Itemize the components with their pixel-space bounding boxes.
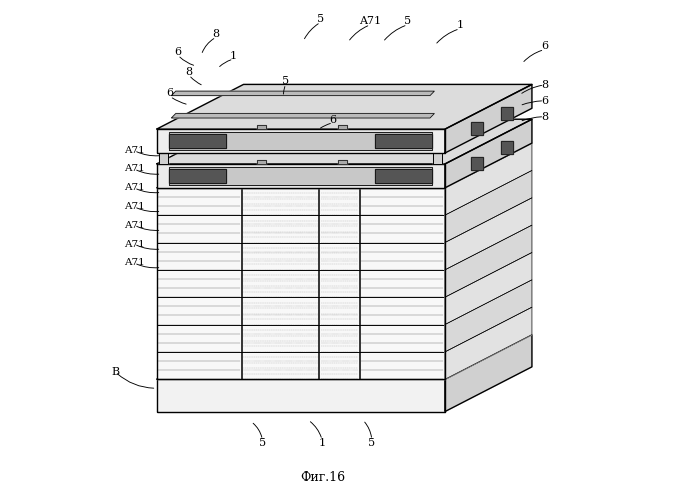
Text: 1: 1 bbox=[456, 20, 463, 30]
Polygon shape bbox=[169, 134, 226, 148]
Text: 5: 5 bbox=[368, 438, 375, 448]
Text: 8: 8 bbox=[185, 67, 193, 77]
Polygon shape bbox=[157, 129, 445, 153]
Polygon shape bbox=[159, 153, 168, 164]
Text: 5: 5 bbox=[282, 76, 289, 86]
Text: A71: A71 bbox=[124, 146, 145, 155]
Polygon shape bbox=[157, 119, 532, 164]
Polygon shape bbox=[433, 153, 442, 164]
Polygon shape bbox=[502, 142, 513, 154]
Text: A71: A71 bbox=[124, 240, 145, 248]
Text: A71: A71 bbox=[124, 220, 145, 230]
Polygon shape bbox=[445, 252, 532, 324]
Polygon shape bbox=[172, 114, 435, 118]
Polygon shape bbox=[157, 143, 532, 188]
Text: 5: 5 bbox=[317, 14, 324, 24]
Polygon shape bbox=[157, 270, 445, 297]
Polygon shape bbox=[445, 198, 532, 270]
Text: 6: 6 bbox=[541, 96, 548, 106]
Polygon shape bbox=[157, 188, 445, 215]
Polygon shape bbox=[157, 164, 445, 188]
Polygon shape bbox=[445, 119, 532, 188]
Text: A71: A71 bbox=[124, 184, 145, 192]
Polygon shape bbox=[157, 242, 445, 270]
Text: 8: 8 bbox=[213, 28, 220, 38]
Polygon shape bbox=[375, 169, 433, 183]
Text: 1: 1 bbox=[230, 51, 237, 61]
Text: A71: A71 bbox=[124, 164, 145, 173]
Polygon shape bbox=[157, 334, 532, 380]
Polygon shape bbox=[445, 307, 532, 380]
Polygon shape bbox=[258, 125, 266, 129]
Polygon shape bbox=[338, 160, 347, 164]
Text: 8: 8 bbox=[541, 80, 548, 90]
Text: 6: 6 bbox=[541, 41, 548, 51]
Text: B: B bbox=[111, 367, 119, 377]
Polygon shape bbox=[445, 143, 532, 215]
Text: 5: 5 bbox=[259, 438, 266, 448]
Polygon shape bbox=[445, 280, 532, 352]
Text: 6: 6 bbox=[166, 88, 174, 99]
Polygon shape bbox=[169, 169, 226, 183]
Polygon shape bbox=[445, 334, 532, 411]
Polygon shape bbox=[157, 84, 532, 129]
Polygon shape bbox=[375, 134, 433, 148]
Polygon shape bbox=[157, 297, 445, 324]
Text: 1: 1 bbox=[318, 438, 326, 448]
Polygon shape bbox=[445, 84, 532, 153]
Polygon shape bbox=[157, 324, 445, 352]
Polygon shape bbox=[471, 122, 483, 136]
Polygon shape bbox=[338, 125, 347, 129]
Text: A71: A71 bbox=[359, 16, 381, 26]
Polygon shape bbox=[169, 132, 433, 150]
Polygon shape bbox=[502, 106, 513, 120]
Text: 5: 5 bbox=[404, 16, 411, 26]
Polygon shape bbox=[172, 91, 435, 96]
Polygon shape bbox=[445, 225, 532, 297]
Polygon shape bbox=[445, 170, 532, 242]
Text: Фиг.16: Фиг.16 bbox=[301, 471, 345, 484]
Text: A71: A71 bbox=[124, 202, 145, 211]
Text: 8: 8 bbox=[541, 112, 548, 122]
Polygon shape bbox=[157, 215, 445, 242]
Polygon shape bbox=[258, 160, 266, 164]
Polygon shape bbox=[157, 352, 445, 380]
Text: 6: 6 bbox=[174, 47, 181, 57]
Text: A71: A71 bbox=[124, 258, 145, 268]
Text: 6: 6 bbox=[329, 114, 337, 124]
Polygon shape bbox=[169, 167, 433, 185]
Polygon shape bbox=[157, 380, 445, 412]
Polygon shape bbox=[471, 157, 483, 170]
